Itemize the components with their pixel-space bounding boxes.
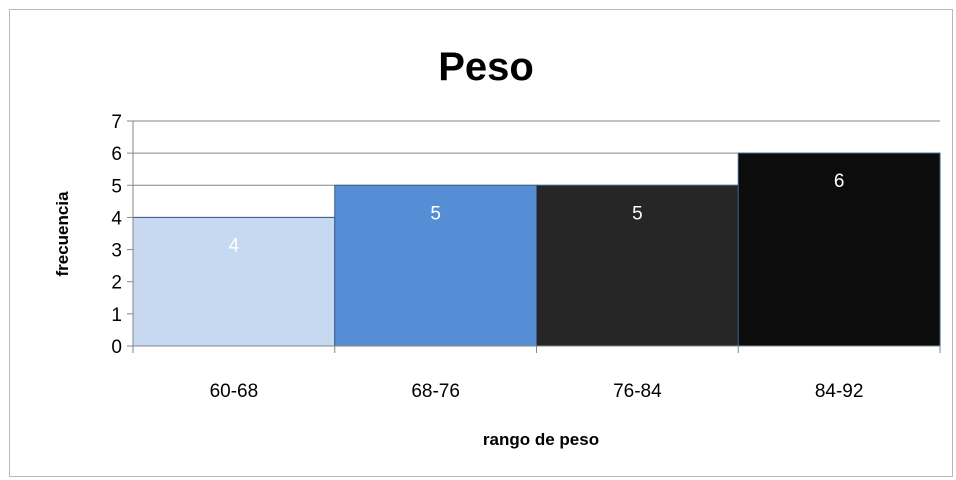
x-category-labels: 60-68 68-76 76-84 84-92: [210, 381, 864, 402]
bars: [132, 152, 941, 347]
x-axis-title: rango de peso: [483, 430, 599, 449]
chart-title: Peso: [438, 45, 534, 89]
axes: [127, 120, 941, 353]
data-labels: 4 5 5 6: [229, 171, 845, 256]
y-tick-labels: 0 1 2 3 4 5 6 7: [111, 112, 122, 358]
y-tick-label: 1: [111, 305, 122, 326]
y-tick-label: 4: [111, 208, 122, 229]
bar: [132, 216, 336, 347]
bar: [334, 184, 537, 347]
y-tick-label: 5: [111, 176, 122, 197]
y-tick-label: 6: [111, 144, 122, 165]
x-category-label: 60-68: [210, 381, 259, 402]
y-tick-label: 0: [111, 337, 122, 358]
data-label: 5: [632, 203, 643, 224]
data-label: 6: [834, 171, 845, 192]
y-axis-title: frecuencia: [53, 191, 72, 277]
x-category-label: 76-84: [613, 381, 662, 402]
y-tick-label: 7: [111, 112, 122, 133]
y-tick-label: 2: [111, 273, 122, 294]
x-category-label: 84-92: [815, 381, 864, 402]
y-tick-label: 3: [111, 241, 122, 262]
bar: [536, 184, 739, 347]
data-label: 4: [229, 235, 240, 256]
data-label: 5: [430, 203, 441, 224]
bar: [737, 152, 941, 347]
x-category-label: 68-76: [411, 381, 460, 402]
